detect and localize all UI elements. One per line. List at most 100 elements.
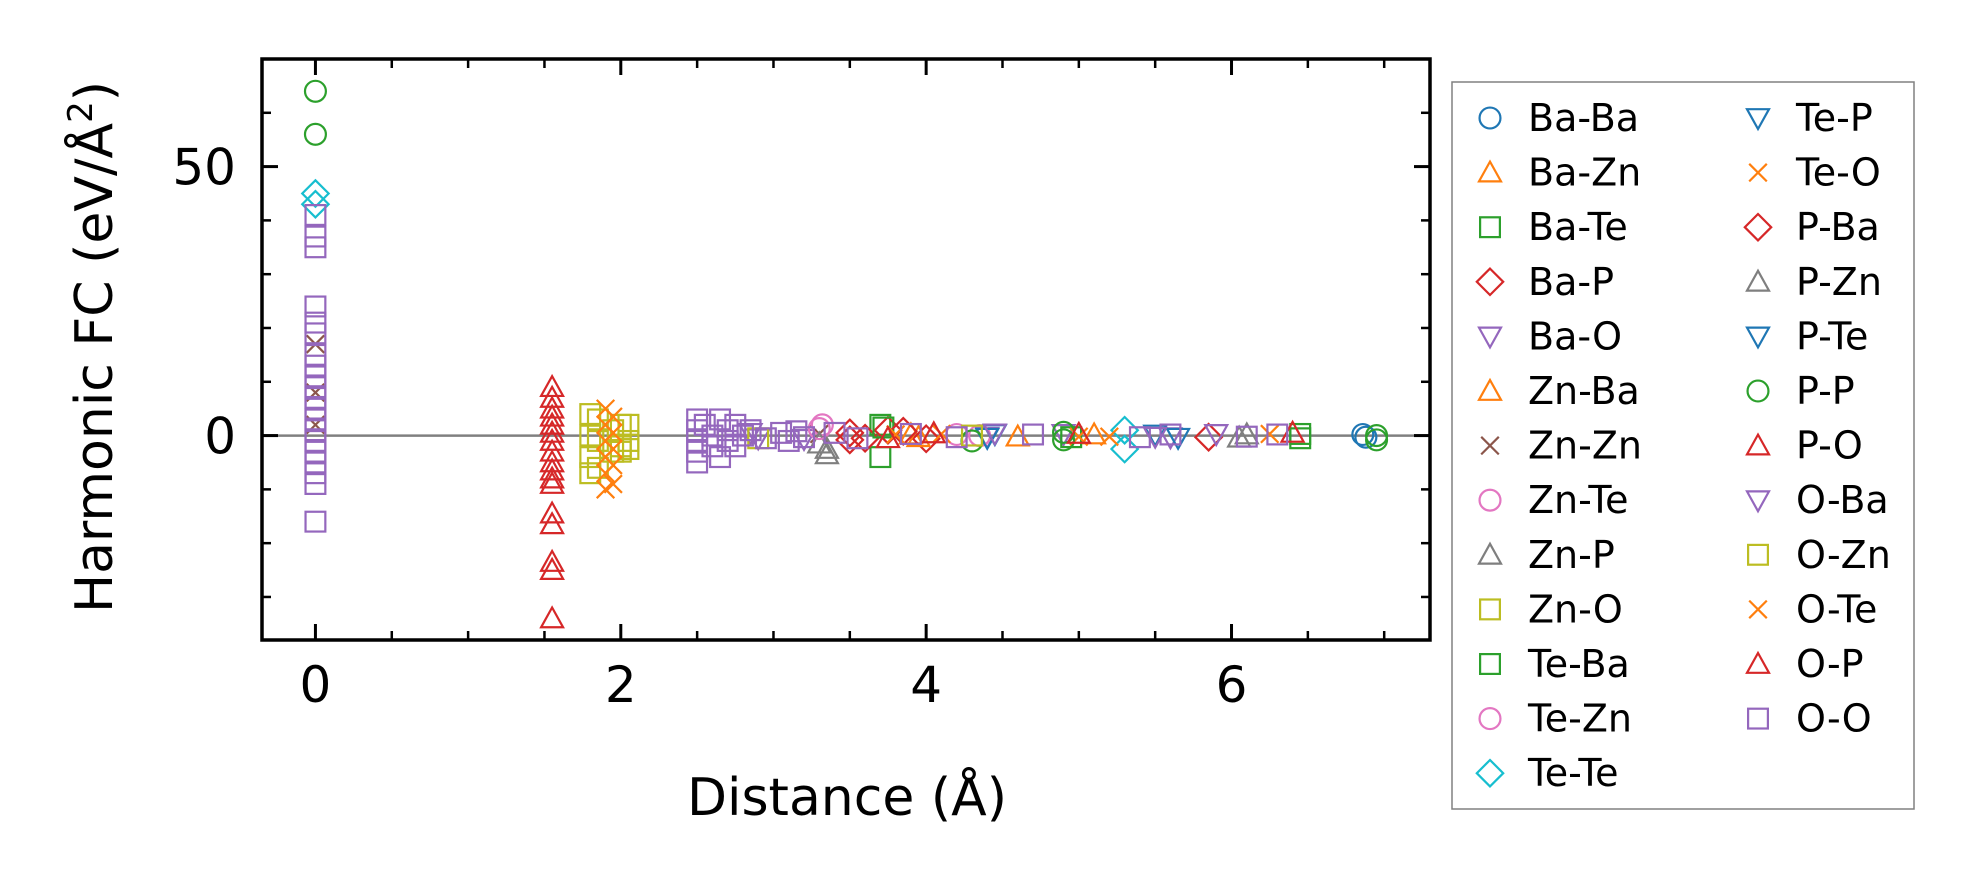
y-tick-label: 0 (204, 408, 236, 466)
data-point (1052, 428, 1076, 452)
data-point (754, 427, 777, 450)
legend-marker (1478, 488, 1502, 512)
data-point (869, 446, 892, 469)
series-p-o (539, 373, 565, 629)
legend-label: Zn-Te (1528, 478, 1628, 522)
legend-item: Te-P (1745, 96, 1873, 140)
series-o-o (304, 204, 1289, 533)
data-point (981, 423, 1008, 447)
legend-label: Te-Zn (1527, 697, 1632, 741)
y-axis-title-close: ) (65, 81, 125, 101)
data-point (1193, 422, 1224, 452)
legend-label: Te-P (1795, 96, 1873, 140)
data-point (1203, 424, 1230, 448)
legend-item: Ba-Ba (1478, 96, 1639, 140)
data-point (1235, 425, 1258, 448)
data-point (1165, 427, 1191, 451)
data-point (1354, 425, 1378, 449)
legend-item: Zn-P (1477, 533, 1615, 577)
data-point (304, 322, 327, 345)
data-point (1365, 424, 1389, 448)
data-point (539, 500, 565, 524)
legend-marker (1745, 432, 1771, 456)
data-point (304, 510, 327, 533)
legend-item: Zn-Zn (1480, 424, 1642, 468)
legend-label: O-Zn (1796, 533, 1891, 577)
data-point (539, 556, 565, 580)
data-point (304, 204, 327, 227)
legend-item: Te-Te (1475, 751, 1619, 795)
y-axis-title-sup: 2 (61, 101, 101, 123)
x-tick-label: 0 (300, 656, 332, 714)
legend-item: P-Ba (1743, 205, 1880, 249)
legend-label: Ba-Ba (1528, 96, 1639, 140)
legend-item: O-O (1746, 697, 1872, 741)
y-tick-label: 50 (172, 139, 236, 197)
data-point (300, 189, 331, 220)
legend-marker (1478, 216, 1501, 239)
data-point (835, 425, 865, 455)
data-point (595, 479, 616, 499)
data-point (304, 236, 327, 259)
legend-label: Zn-P (1528, 533, 1615, 577)
data-point (899, 422, 922, 445)
data-point (960, 424, 983, 447)
legend-label: P-Te (1796, 314, 1868, 358)
legend-marker (1478, 106, 1502, 130)
legend-marker (1477, 541, 1503, 565)
legend-label: Ba-Zn (1528, 151, 1641, 195)
data-point (823, 421, 846, 444)
legend-label: Te-Ba (1527, 642, 1630, 686)
data-point (793, 426, 816, 449)
legend-label: O-Ba (1796, 478, 1889, 522)
legend-marker (1477, 326, 1503, 350)
plot-frame (260, 57, 1432, 642)
data-point (1266, 423, 1289, 446)
x-axis-title: Distance (Å) (687, 766, 1007, 828)
plot-area (262, 79, 1430, 629)
series-o-te (595, 399, 1119, 499)
legend-label: Ba-O (1528, 314, 1622, 358)
data-point (304, 295, 327, 318)
legend-label: P-O (1796, 424, 1863, 468)
legend-marker (1746, 379, 1770, 403)
data-point (945, 426, 968, 449)
data-point (539, 395, 565, 419)
legend-label: Zn-O (1528, 587, 1623, 631)
data-point (617, 413, 640, 436)
data-point (1065, 420, 1092, 444)
data-point (539, 511, 565, 535)
data-point (595, 463, 616, 483)
data-point (1099, 427, 1119, 447)
legend-item: Zn-O (1478, 587, 1623, 631)
data-point (686, 451, 709, 474)
data-point (731, 424, 754, 447)
legend-label: P-Zn (1796, 260, 1882, 304)
legend-marker (1478, 652, 1501, 675)
legend: Ba-Ba Ba-Zn Ba-Te Ba-P Ba-O Zn-Ba Zn-Zn Zn-Te Zn… (1451, 81, 1915, 810)
legend-item: O-Zn (1746, 533, 1891, 577)
data-point (770, 421, 793, 444)
legend-item: Zn-Te (1478, 478, 1628, 522)
data-point (539, 465, 565, 489)
legend-marker (1743, 212, 1773, 242)
legend-marker (1745, 490, 1771, 514)
x-tick-label: 4 (910, 656, 942, 714)
data-point (716, 429, 739, 452)
legend-item: O-P (1745, 642, 1864, 686)
legend-item: Ba-Zn (1477, 151, 1641, 195)
legend-marker (1475, 758, 1505, 788)
data-point (785, 420, 808, 443)
legend-label: Ba-Te (1528, 205, 1628, 249)
data-point (579, 403, 602, 426)
legend-label: Te-O (1795, 151, 1881, 195)
data-point (1351, 422, 1375, 447)
legend-label: P-P (1796, 369, 1855, 413)
legend-label: Zn-Ba (1528, 369, 1640, 413)
data-point (579, 446, 602, 469)
data-point (539, 457, 565, 481)
data-point (539, 403, 565, 427)
legend-item: O-Te (1748, 587, 1877, 631)
data-point (539, 411, 565, 435)
data-point (1260, 424, 1280, 444)
